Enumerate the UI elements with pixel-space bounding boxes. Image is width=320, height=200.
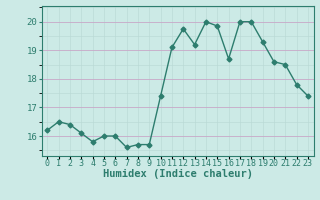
X-axis label: Humidex (Indice chaleur): Humidex (Indice chaleur) <box>103 169 252 179</box>
